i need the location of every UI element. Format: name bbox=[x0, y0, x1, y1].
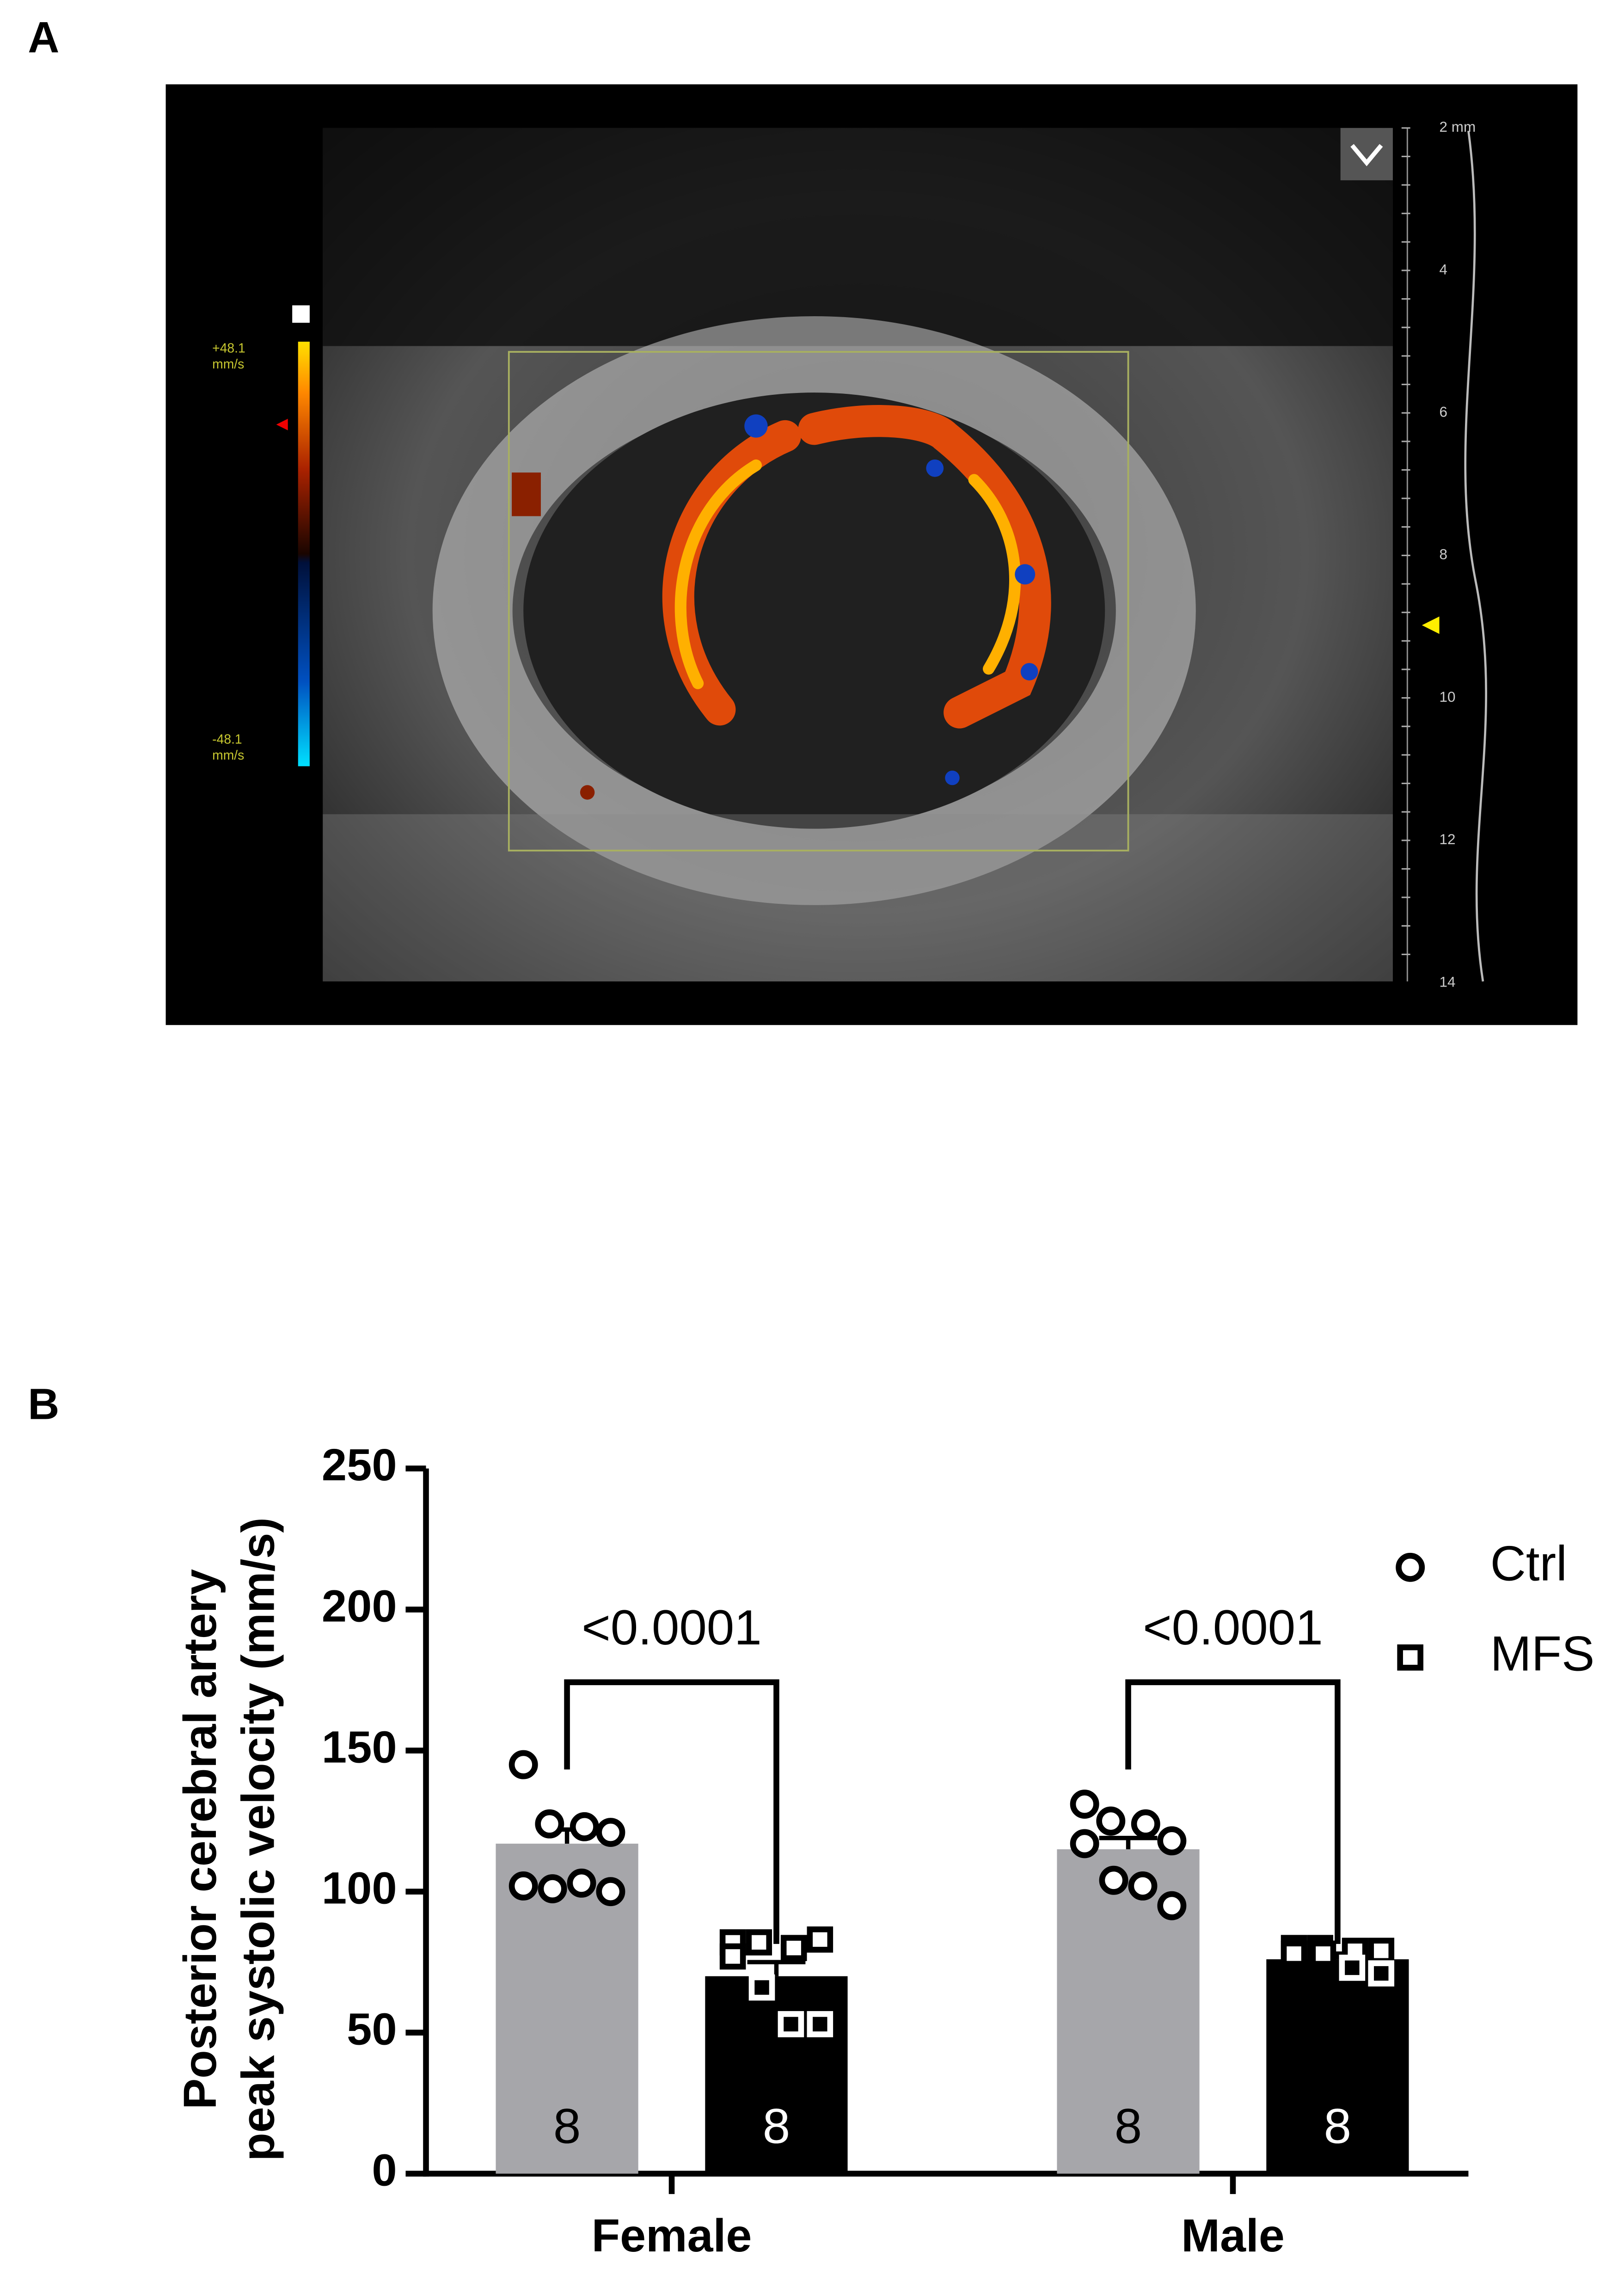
n-label: 8 bbox=[1324, 2098, 1351, 2154]
p-value: <0.0001 bbox=[582, 1600, 761, 1655]
data-point bbox=[570, 1812, 599, 1841]
data-point bbox=[778, 2011, 804, 2037]
velocity-label: +48.1 bbox=[212, 340, 245, 355]
data-point bbox=[509, 1750, 538, 1779]
velocity-label: mm/s bbox=[212, 748, 244, 762]
y-tick-label: 250 bbox=[322, 1440, 397, 1490]
panel-label: B bbox=[28, 1380, 59, 1428]
y-tick-label: 200 bbox=[322, 1581, 397, 1631]
depth-label: 12 bbox=[1440, 831, 1456, 847]
depth-label: 2 mm bbox=[1440, 119, 1476, 135]
legend-label: Ctrl bbox=[1490, 1536, 1567, 1591]
bar bbox=[1266, 1959, 1409, 2174]
data-point bbox=[807, 1926, 833, 1953]
data-point bbox=[1070, 1829, 1099, 1858]
n-label: 8 bbox=[1115, 2098, 1142, 2154]
significance-bracket bbox=[564, 1679, 779, 1944]
data-point bbox=[1131, 1809, 1160, 1839]
ultrasound-image bbox=[165, 84, 1578, 1025]
significance-bracket bbox=[1125, 1679, 1341, 1944]
y-tick-label: 100 bbox=[322, 1863, 397, 1913]
data-point bbox=[535, 1809, 564, 1839]
depth-label: 10 bbox=[1440, 689, 1456, 705]
data-point bbox=[1368, 1960, 1395, 1987]
panel-label: A bbox=[28, 13, 59, 61]
legend-label: MFS bbox=[1490, 1626, 1595, 1681]
data-point bbox=[1157, 1891, 1187, 1920]
data-point bbox=[1096, 1806, 1126, 1836]
n-label: 8 bbox=[553, 2098, 581, 2154]
data-point bbox=[596, 1877, 625, 1907]
p-value: <0.0001 bbox=[1143, 1600, 1323, 1655]
n-label: 8 bbox=[763, 2098, 790, 2154]
bar bbox=[705, 1976, 848, 2174]
depth-label: 14 bbox=[1440, 974, 1456, 990]
data-point bbox=[748, 1974, 775, 2001]
data-point bbox=[538, 1874, 567, 1904]
y-axis-label: Posterior cerebral artery bbox=[174, 1569, 226, 2109]
data-point bbox=[1128, 1871, 1158, 1901]
data-point bbox=[1070, 1790, 1099, 1819]
velocity-label: -48.1 bbox=[212, 731, 242, 746]
velocity-label: mm/s bbox=[212, 356, 244, 371]
depth-label: 4 bbox=[1440, 261, 1447, 277]
data-point bbox=[746, 1929, 772, 1956]
legend-marker bbox=[1397, 1644, 1423, 1671]
data-point bbox=[807, 2011, 833, 2037]
x-tick-label: Female bbox=[592, 2210, 752, 2262]
legend-marker bbox=[1396, 1552, 1425, 1582]
x-tick-label: Male bbox=[1181, 2210, 1285, 2262]
data-point bbox=[596, 1818, 625, 1847]
data-point bbox=[567, 1868, 596, 1898]
data-point bbox=[1339, 1955, 1366, 1981]
data-point bbox=[780, 1935, 807, 1961]
y-axis-label: peak systolic velocity (mm/s) bbox=[233, 1517, 284, 2161]
depth-label: 8 bbox=[1440, 546, 1447, 563]
data-point bbox=[509, 1871, 538, 1901]
data-point bbox=[719, 1943, 746, 1970]
depth-label: 6 bbox=[1440, 404, 1447, 420]
y-tick-label: 150 bbox=[322, 1722, 397, 1772]
data-point bbox=[1368, 1938, 1395, 1964]
y-tick-label: 0 bbox=[372, 2145, 397, 2195]
data-point bbox=[1099, 1865, 1128, 1895]
data-point bbox=[1281, 1940, 1307, 1967]
data-point bbox=[1157, 1826, 1187, 1856]
y-tick-label: 50 bbox=[347, 2004, 397, 2054]
data-point bbox=[1310, 1940, 1336, 1967]
